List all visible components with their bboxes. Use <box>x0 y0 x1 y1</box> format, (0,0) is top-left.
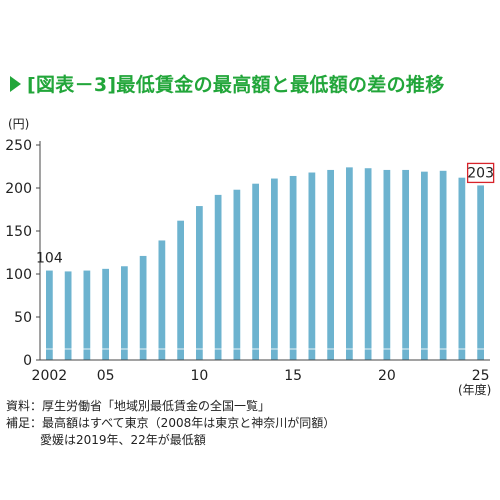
x-tick-label: 2002 <box>32 368 68 384</box>
bar <box>289 175 297 360</box>
data-label: 203 <box>467 165 494 181</box>
bar <box>102 268 109 360</box>
chart-title: [図表－3]最低賃金の最高額と最低額の差の推移 <box>27 74 445 96</box>
bar <box>364 168 372 360</box>
y-tick-label: 250 <box>5 138 32 154</box>
bar <box>233 189 241 360</box>
y-tick-label: 0 <box>23 353 32 369</box>
bar <box>327 169 334 360</box>
bar <box>421 171 428 360</box>
bar <box>121 266 128 360</box>
bar <box>64 271 72 360</box>
chart-notes: 資料：厚生労働省「地域別最低賃金の全国一覧」 補足：最高額はすべて東京（2008… <box>6 398 335 449</box>
bar <box>458 177 466 360</box>
bar <box>477 185 484 360</box>
bar <box>439 170 447 360</box>
bar <box>214 194 222 360</box>
x-tick-label: 20 <box>378 368 396 384</box>
x-tick-label: 10 <box>190 368 208 384</box>
y-tick-label: 150 <box>5 224 32 240</box>
bar <box>271 178 278 360</box>
x-tick-label: 25 <box>472 368 490 384</box>
x-axis-unit-label: (年度) <box>458 382 491 397</box>
data-label: 104 <box>36 251 63 267</box>
bar <box>158 240 166 360</box>
bar <box>402 169 409 360</box>
y-tick-label: 200 <box>5 181 32 197</box>
x-tick-label: 05 <box>97 368 115 384</box>
supplement-note-2: 愛媛は2019年、22年が最低額 <box>40 433 206 447</box>
bar <box>346 167 353 360</box>
supplement-note-1: 補足：最高額はすべて東京（2008年は東京と神奈川が同額） <box>6 416 336 430</box>
data-label-box <box>466 162 495 184</box>
bar <box>139 255 147 360</box>
bar <box>196 206 203 360</box>
bar <box>308 172 316 360</box>
source-note: 資料：厚生労働省「地域別最低賃金の全国一覧」 <box>6 399 271 413</box>
bar <box>383 169 391 360</box>
y-axis-unit-label: (円) <box>8 117 29 131</box>
bar <box>177 220 184 360</box>
y-tick-label: 100 <box>5 267 32 283</box>
bar <box>252 183 259 360</box>
chart-title-row: [図表－3]最低賃金の最高額と最低額の差の推移 <box>10 70 445 97</box>
x-tick-label: 15 <box>284 368 302 384</box>
bar <box>83 270 91 360</box>
y-tick-label: 50 <box>14 310 32 326</box>
bar <box>46 270 53 360</box>
triangle-bullet-icon <box>10 75 21 92</box>
